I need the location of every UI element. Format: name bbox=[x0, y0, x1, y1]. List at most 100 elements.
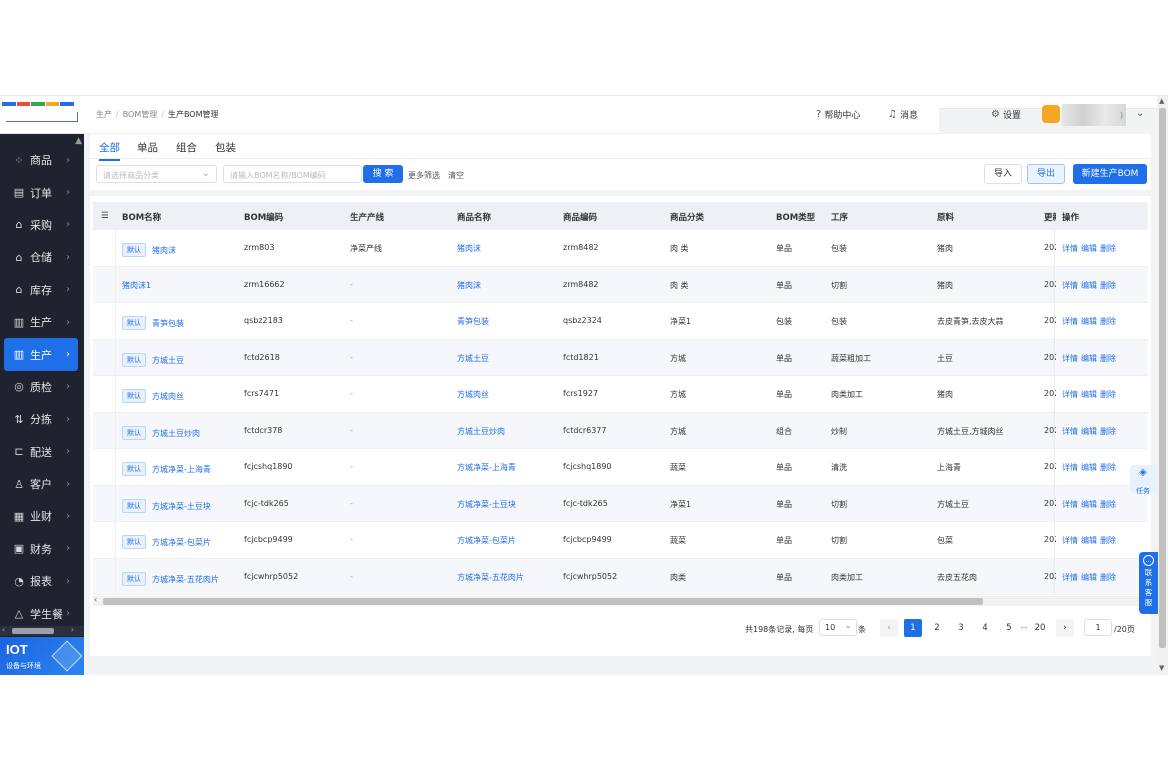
delete-link[interactable]: 删除 bbox=[1100, 244, 1116, 253]
export-button[interactable]: 导出 bbox=[1027, 164, 1065, 184]
tab-single[interactable]: 单品 bbox=[137, 142, 158, 154]
delete-link[interactable]: 删除 bbox=[1100, 426, 1116, 436]
bom-name-cell[interactable]: 默认 方城净菜-包菜片 bbox=[122, 535, 211, 549]
more-filters-link[interactable]: 更多筛选 bbox=[408, 171, 440, 180]
sidebar-item-3[interactable]: ⌂ 仓储 › bbox=[0, 241, 84, 273]
page-number-button[interactable]: 1 bbox=[904, 619, 922, 637]
edit-link[interactable]: 编辑 bbox=[1081, 317, 1097, 326]
bom-name-cell[interactable]: 默认 青笋包装 bbox=[122, 316, 184, 330]
bom-name-cell[interactable]: 默认 方城净菜-上海青 bbox=[122, 462, 211, 476]
sidebar-item-9[interactable]: ⊏ 配送 › bbox=[0, 436, 84, 468]
detail-link[interactable]: 详情 bbox=[1062, 536, 1078, 545]
edit-link[interactable]: 编辑 bbox=[1081, 280, 1097, 290]
messages-button[interactable]: ♫ 消息 bbox=[888, 108, 918, 121]
iot-banner[interactable]: IOT 设备与环境 bbox=[0, 637, 84, 675]
delete-link[interactable]: 删除 bbox=[1100, 572, 1116, 582]
bom-name-cell[interactable]: 默认 方城土豆 bbox=[122, 352, 184, 367]
delete-link[interactable]: 删除 bbox=[1100, 390, 1116, 399]
page-number-button[interactable]: 20 bbox=[1034, 623, 1046, 633]
delete-link[interactable]: 删除 bbox=[1100, 499, 1116, 509]
settings-button[interactable]: ⚙ 设置 bbox=[991, 108, 1021, 121]
tab-all[interactable]: 全部 bbox=[99, 140, 120, 161]
detail-link[interactable]: 详情 bbox=[1062, 572, 1078, 582]
scroll-left-icon[interactable]: ‹ bbox=[94, 595, 98, 604]
page-number-button[interactable]: 3 bbox=[958, 623, 964, 633]
detail-link[interactable]: 详情 bbox=[1062, 463, 1078, 472]
breadcrumb-item[interactable]: 生产 bbox=[96, 110, 112, 119]
edit-link[interactable]: 编辑 bbox=[1081, 536, 1097, 545]
product-name-link[interactable]: 方城土豆 bbox=[457, 353, 489, 363]
edit-link[interactable]: 编辑 bbox=[1081, 353, 1097, 363]
sidebar-item-5[interactable]: ▥ 生产 › bbox=[0, 306, 84, 338]
detail-link[interactable]: 详情 bbox=[1062, 499, 1078, 509]
page-number-button[interactable]: 2 bbox=[934, 623, 940, 633]
table-row[interactable]: 默认 方城净菜-土豆块 fcjc-tdk265- 方城净菜-土豆块 fcjc-tdk26… bbox=[93, 485, 1148, 522]
column-settings-icon[interactable]: ☰ bbox=[101, 211, 109, 221]
column-header[interactable]: 更新 bbox=[1044, 213, 1056, 223]
table-row[interactable]: 默认 方城净菜-上海青 fcjcshq1890- 方城净菜-上海青 fcjcshq189… bbox=[93, 449, 1148, 486]
delete-link[interactable]: 删除 bbox=[1100, 536, 1116, 545]
next-page-button[interactable]: › bbox=[1056, 619, 1074, 637]
column-header[interactable]: BOM编码 bbox=[244, 213, 284, 223]
page-number-button[interactable]: 5 bbox=[1006, 623, 1012, 633]
breadcrumb-item[interactable]: BOM管理 bbox=[122, 110, 158, 119]
scrollbar-thumb[interactable] bbox=[12, 628, 54, 634]
bom-name-cell[interactable]: 默认 方城土豆炒肉 bbox=[122, 425, 200, 440]
page-vertical-scrollbar[interactable]: ▲ ▼ bbox=[1157, 96, 1168, 675]
scroll-left-icon[interactable]: ‹ bbox=[2, 625, 6, 634]
tab-package[interactable]: 包装 bbox=[215, 142, 236, 154]
sidebar-item-14[interactable]: △ 学生餐 › bbox=[0, 597, 84, 629]
chevron-down-icon[interactable]: ⌄ bbox=[1136, 108, 1145, 119]
sidebar-item-6[interactable]: ▥ 生产 › bbox=[4, 338, 78, 371]
product-name-link[interactable]: 猪肉沫 bbox=[457, 280, 481, 290]
table-row[interactable]: 默认 方城土豆炒肉 fctdcr378- 方城土豆炒肉 fctdcr6377 方城 组合 炒制… bbox=[93, 412, 1148, 449]
detail-link[interactable]: 详情 bbox=[1062, 426, 1078, 436]
sidebar-item-2[interactable]: ⌂ 采购 › bbox=[0, 209, 84, 241]
edit-link[interactable]: 编辑 bbox=[1081, 390, 1097, 399]
column-header[interactable]: BOM类型 bbox=[776, 213, 816, 223]
page-size-select[interactable]: 10 ⌄ bbox=[819, 619, 857, 636]
clear-link[interactable]: 清空 bbox=[448, 171, 464, 180]
table-row[interactable]: 默认 青笋包装 qsbz2183- 青笋包装 qsbz2324 净菜1 包装 包装 去皮青笋,去… bbox=[93, 303, 1148, 340]
sidebar-item-0[interactable]: ⁘ 商品 › bbox=[0, 144, 84, 176]
bom-name-cell[interactable]: 默认 方城净菜-土豆块 bbox=[122, 498, 211, 513]
table-horizontal-scrollbar[interactable]: ‹ bbox=[93, 595, 1148, 606]
scrollbar-thumb[interactable] bbox=[1159, 108, 1166, 648]
search-input[interactable]: 请输入BOM名称/BOM编码 bbox=[223, 165, 362, 183]
detail-link[interactable]: 详情 bbox=[1062, 280, 1078, 290]
product-name-link[interactable]: 方城肉丝 bbox=[457, 390, 489, 399]
column-header[interactable]: 商品分类 bbox=[670, 213, 705, 223]
task-float-button[interactable]: ◈ 任务 bbox=[1130, 465, 1156, 495]
detail-link[interactable]: 详情 bbox=[1062, 317, 1078, 326]
column-header[interactable]: BOM名称 bbox=[122, 213, 162, 223]
import-button[interactable]: 导入 bbox=[984, 164, 1022, 184]
sidebar-item-13[interactable]: ◔ 报表 › bbox=[0, 565, 84, 597]
edit-link[interactable]: 编辑 bbox=[1081, 426, 1097, 436]
avatar[interactable] bbox=[1042, 105, 1060, 123]
sidebar-item-11[interactable]: ▦ 业财 › bbox=[0, 500, 84, 532]
product-name-link[interactable]: 方城土豆炒肉 bbox=[457, 426, 505, 436]
column-header[interactable]: 生产产线 bbox=[350, 213, 385, 223]
bom-name-cell[interactable]: 默认 猪肉沫 bbox=[122, 243, 176, 257]
delete-link[interactable]: 删除 bbox=[1100, 317, 1116, 326]
detail-link[interactable]: 详情 bbox=[1062, 244, 1078, 253]
category-select[interactable]: 请选择商品分类 ⌄ bbox=[96, 165, 217, 183]
scroll-down-icon[interactable]: ▼ bbox=[1159, 664, 1165, 672]
sidebar-item-10[interactable]: ♙ 客户 › bbox=[0, 468, 84, 500]
help-center-button[interactable]: ? 帮助中心 bbox=[816, 108, 860, 121]
delete-link[interactable]: 删除 bbox=[1100, 353, 1116, 363]
bom-name-cell[interactable]: 猪肉沫1 bbox=[122, 280, 151, 291]
sidebar-item-8[interactable]: ⇅ 分拣 › bbox=[0, 403, 84, 435]
search-button[interactable]: 搜 索 bbox=[363, 165, 403, 183]
column-header[interactable]: 原料 bbox=[937, 213, 955, 223]
edit-link[interactable]: 编辑 bbox=[1081, 572, 1097, 582]
user-name-blurred[interactable] bbox=[1062, 104, 1126, 126]
sidebar-scroll-up-icon[interactable]: ▲ bbox=[75, 136, 82, 146]
contact-service-button[interactable]: … 联系客服 bbox=[1139, 552, 1158, 614]
edit-link[interactable]: 编辑 bbox=[1081, 244, 1097, 253]
sidebar-item-1[interactable]: ▤ 订单 › bbox=[0, 176, 84, 208]
sidebar-item-4[interactable]: ⌂ 库存 › bbox=[0, 274, 84, 306]
scroll-up-icon[interactable]: ▲ bbox=[1159, 97, 1165, 105]
scrollbar-thumb[interactable] bbox=[103, 598, 983, 605]
